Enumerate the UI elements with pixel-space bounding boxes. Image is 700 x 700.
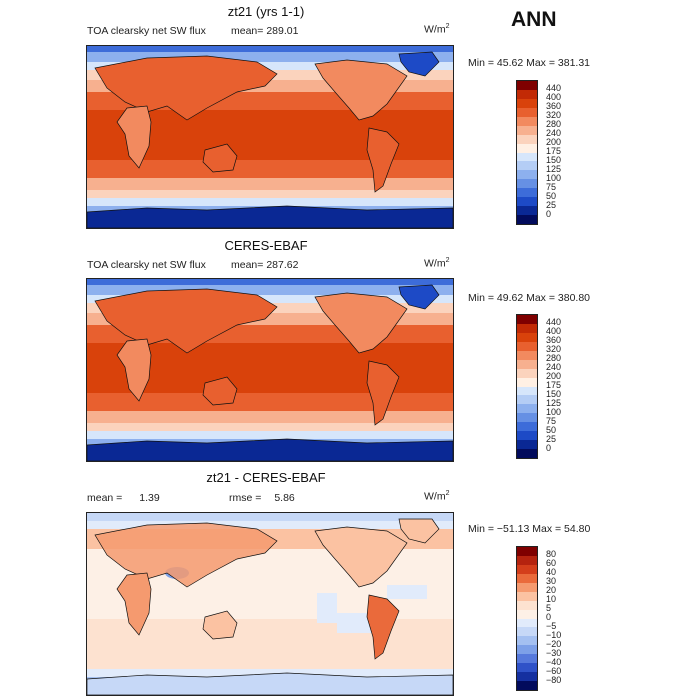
panel2-tick: 75: [546, 416, 557, 426]
panel3-mean-label: mean =: [87, 492, 123, 504]
panel1-tick: 440: [546, 83, 562, 93]
panel1-tick: 75: [546, 182, 557, 192]
panel2-tick: 175: [546, 380, 562, 390]
panel2-units-sup: 2: [445, 257, 450, 264]
panel3-min-value: −51.13: [496, 523, 530, 535]
panel2-tick: 150: [546, 389, 562, 399]
panel2-title: CERES-EBAF: [224, 238, 308, 253]
panel3-tick: −80: [546, 675, 562, 685]
panel1-colorbar-labels: 440 400 360 320 280 240 200 175 150 125 …: [546, 80, 586, 225]
panel1-tick: 150: [546, 155, 562, 165]
panel1-mean: mean= 289.01: [231, 25, 298, 37]
panel3-tick: 5: [546, 603, 552, 613]
panel3-units-text: W/m: [424, 490, 446, 503]
panel2-tick: 360: [546, 335, 562, 345]
panel3-rmse: rmse = 5.86: [229, 492, 295, 504]
panel3-tick: −10: [546, 630, 562, 640]
panel3-min-label: Min =: [468, 523, 494, 535]
panel3-max-value: 54.80: [564, 523, 591, 535]
panel3-mean: mean = 1.39: [87, 492, 160, 504]
panel2-map: [86, 278, 454, 462]
panel1-tick: 25: [546, 200, 557, 210]
panel1-minmax: Min = 45.62 Max = 381.31: [468, 57, 590, 69]
panel2-min-value: 49.62: [496, 292, 524, 304]
panel3-minmax: Min = −51.13 Max = 54.80: [468, 523, 590, 535]
panel3-tick: 30: [546, 576, 557, 586]
panel1-tick: 280: [546, 119, 562, 129]
panel1-units: W/m2: [424, 23, 449, 36]
panel2-tick: 200: [546, 371, 562, 381]
panel2-tick: 125: [546, 398, 562, 408]
panel3-units-sup: 2: [445, 490, 450, 497]
panel2-units: W/m2: [424, 257, 449, 270]
panel1-tick: 125: [546, 164, 562, 174]
panel3-rmse-label: rmse =: [229, 492, 262, 504]
panel2-tick: 100: [546, 407, 562, 417]
panel3-tick: −40: [546, 657, 562, 667]
panel1-tick: 200: [546, 137, 562, 147]
panel3-tick: −20: [546, 639, 562, 649]
panel1-mean-label: mean=: [231, 25, 264, 37]
panel3-tick: −30: [546, 648, 562, 658]
panel1-title: zt21 (yrs 1-1): [227, 4, 305, 19]
panel1-field-label: TOA clearsky net SW flux: [87, 25, 206, 37]
panel2-tick: 0: [546, 443, 552, 453]
panel1-tick: 0: [546, 209, 552, 219]
panel2-mean: mean= 287.62: [231, 259, 298, 271]
panel1-mean-value: 289.01: [266, 25, 299, 37]
panel3-rmse-value: 5.86: [274, 492, 295, 504]
panel3-tick: 60: [546, 558, 557, 568]
panel1-max-label: Max =: [526, 57, 555, 69]
panel3-map: [86, 512, 454, 696]
season-label: ANN: [511, 8, 557, 31]
panel2-minmax: Min = 49.62 Max = 380.80: [468, 292, 590, 304]
panel2-mean-label: mean=: [231, 259, 264, 271]
panel3-units: W/m2: [424, 490, 449, 503]
panel2-tick: 280: [546, 353, 562, 363]
panel1-colorbar: [516, 80, 538, 225]
panel2-tick: 50: [546, 425, 557, 435]
panel1-tick: 360: [546, 101, 562, 111]
panel2-tick: 240: [546, 362, 562, 372]
panel3-colorbar-labels: 80 60 40 30 20 10 5 0 −5 −10 −20 −30 −40…: [546, 546, 586, 691]
panel1-tick: 240: [546, 128, 562, 138]
panel2-max-label: Max =: [526, 292, 555, 304]
panel1-tick: 320: [546, 110, 562, 120]
panel3-tick: −60: [546, 666, 562, 676]
panel2-tick: 320: [546, 344, 562, 354]
panel3-tick: 80: [546, 549, 557, 559]
panel1-tick: 175: [546, 146, 562, 156]
panel3-mean-value: 1.39: [139, 492, 160, 504]
panel2-mean-value: 287.62: [266, 259, 299, 271]
panel2-colorbar-labels: 440 400 360 320 280 240 200 175 150 125 …: [546, 314, 586, 459]
panel1-tick: 50: [546, 191, 557, 201]
panel3-colorbar: [516, 546, 538, 691]
panel1-tick: 100: [546, 173, 562, 183]
panel2-colorbar: [516, 314, 538, 459]
panel1-map: [86, 45, 454, 229]
panel1-max-value: 381.31: [557, 57, 591, 69]
panel1-min-value: 45.62: [496, 57, 524, 69]
panel3-title: zt21 - CERES-EBAF: [206, 470, 326, 485]
panel1-units-sup: 2: [445, 23, 450, 30]
panel3-tick: −5: [546, 621, 557, 631]
panel3-tick: 10: [546, 594, 557, 604]
panel3-max-label: Max =: [532, 523, 562, 535]
panel3-tick: 40: [546, 567, 557, 577]
panel3-tick: 20: [546, 585, 557, 595]
panel1-units-text: W/m: [424, 23, 446, 36]
panel2-min-label: Min =: [468, 292, 494, 304]
panel1-min-label: Min =: [468, 57, 494, 69]
panel2-tick: 400: [546, 326, 562, 336]
panel2-field-label: TOA clearsky net SW flux: [87, 259, 206, 271]
panel2-units-text: W/m: [424, 257, 446, 270]
panel2-tick: 440: [546, 317, 562, 327]
panel2-max-value: 380.80: [557, 292, 591, 304]
panel2-tick: 25: [546, 434, 557, 444]
panel3-tick: 0: [546, 612, 552, 622]
panel1-tick: 400: [546, 92, 562, 102]
